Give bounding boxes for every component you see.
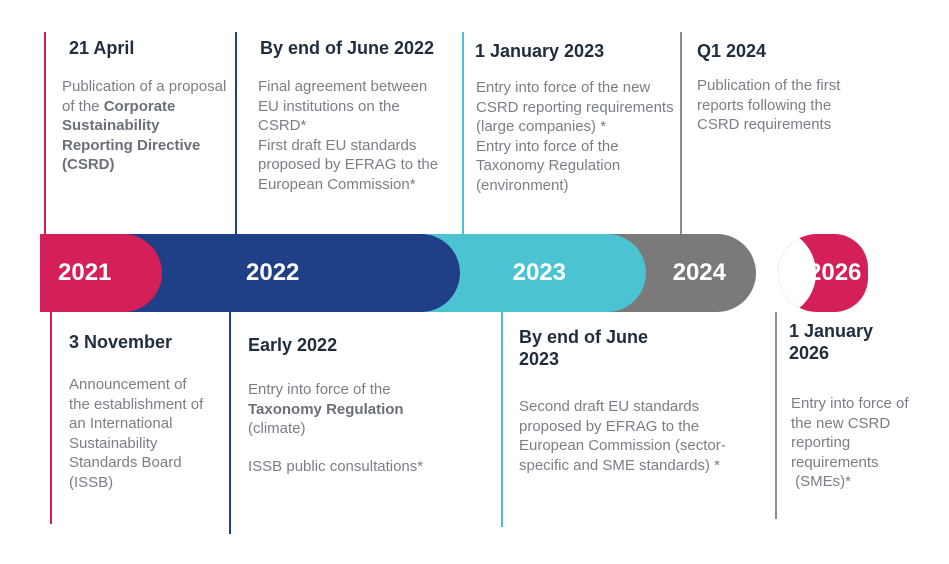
connector-line-21-april (44, 32, 46, 235)
event-heading-jan-2026: 1 January 2026 (789, 321, 874, 363)
event-heading-early-2022: Early 2022 (248, 335, 338, 355)
event-desc-june-2023: Second draft EU standards proposed by EF… (519, 398, 726, 474)
event-desc-jan-2023: Entry into force of the new CSRD reporti… (476, 79, 674, 194)
connector-line-q1-2024 (680, 32, 682, 235)
connector-line-early-2022 (229, 312, 231, 534)
event-desc-3-november: Announcement of the establishment of an … (69, 376, 204, 491)
connector-line-3-november (50, 312, 52, 524)
event-desc-early-2022: Entry into force of the Taxonomy Regulat… (248, 381, 424, 475)
event-heading-june-2022: By end of June 2022 (260, 38, 435, 58)
connector-line-jan-2023 (462, 32, 464, 235)
year-label-2026: 2026 (808, 259, 862, 286)
event-desc-q1-2024: Publication of the first reports followi… (697, 77, 841, 133)
year-segment-2022: 2022 (120, 234, 460, 312)
year-label-2024: 2024 (672, 259, 726, 286)
event-desc-june-2022: Final agreement between EU institutions … (258, 78, 439, 193)
event-desc-21-april: Publication of a proposal of the Corpora… (62, 78, 227, 173)
event-desc-jan-2026: Entry into force of the new CSRD reporti… (791, 395, 909, 490)
year-label-2022: 2022 (246, 259, 300, 286)
event-heading-21-april: 21 April (69, 38, 135, 58)
event-heading-q1-2024: Q1 2024 (697, 41, 767, 61)
connector-line-jan-2026 (775, 312, 777, 519)
year-segment-2021: 2021 (40, 234, 162, 312)
connector-line-june-2022 (235, 32, 237, 235)
year-label-2021: 2021 (58, 259, 112, 286)
event-heading-jan-2023: 1 January 2023 (475, 41, 605, 61)
connector-line-june-2023 (501, 312, 503, 527)
year-label-2023: 2023 (512, 259, 566, 286)
event-heading-june-2023: By end of June 2023 (519, 327, 649, 369)
event-heading-3-november: 3 November (69, 332, 173, 352)
year-segment-2026: 2026 (778, 234, 868, 312)
